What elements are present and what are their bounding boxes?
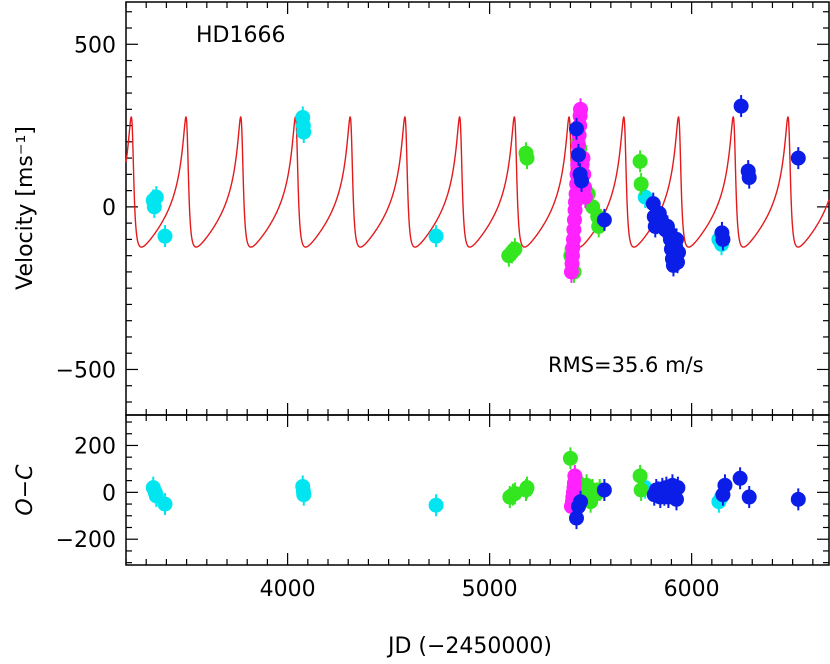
- velocity-point: [671, 244, 687, 260]
- residuals-axis-label: O−C: [13, 464, 38, 516]
- residuals-panel-frame: [125, 414, 830, 566]
- residuals-y-tick-labels: 200 0 −200: [56, 434, 116, 553]
- rms-label: RMS=35.6 m/s: [548, 353, 704, 377]
- velocity-point: [571, 147, 587, 163]
- velocity-axis-label: Velocity [ms⁻¹]: [13, 126, 38, 290]
- velocity-point: [519, 150, 535, 166]
- velocity-point: [148, 189, 164, 205]
- velocity-ticks: [125, 2, 829, 415]
- star-label: HD1666: [196, 23, 285, 48]
- residual-point: [296, 487, 312, 503]
- velocity-point: [733, 98, 749, 114]
- velocity-y-tick-label: 500: [74, 33, 116, 58]
- residual-point: [428, 497, 444, 513]
- residual-point: [668, 491, 684, 507]
- velocity-point: [632, 153, 648, 169]
- velocity-y-tick-label: 0: [102, 196, 116, 221]
- velocity-point: [507, 241, 523, 257]
- residuals-ticks: [125, 415, 829, 565]
- velocity-point: [428, 228, 444, 244]
- residuals-y-tick-label: 0: [102, 481, 116, 506]
- velocity-point: [790, 150, 806, 166]
- residual-point: [717, 477, 733, 493]
- x-tick-label: 6000: [664, 577, 720, 602]
- velocity-point: [596, 212, 612, 228]
- residual-point: [567, 468, 583, 484]
- residual-point: [633, 482, 649, 498]
- velocity-y-tick-labels: 500 0 −500: [56, 33, 116, 383]
- residual-point: [519, 480, 535, 496]
- residual-point: [790, 491, 806, 507]
- velocity-point: [668, 231, 684, 247]
- x-tick-label: 4000: [260, 577, 316, 602]
- velocity-point: [157, 228, 173, 244]
- velocity-y-tick-label: −500: [56, 358, 116, 383]
- residual-points: [145, 447, 806, 530]
- residuals-panel: 200 0 −200 4000 5000 6000 O−C JD (−2450000): [13, 414, 830, 659]
- residual-point: [596, 482, 612, 498]
- residuals-y-tick-label: 200: [74, 434, 116, 459]
- residual-point: [573, 494, 589, 510]
- velocity-panel-frame: [125, 1, 830, 416]
- residual-point: [632, 468, 648, 484]
- residual-point: [732, 470, 748, 486]
- velocity-point: [741, 170, 757, 186]
- residual-point: [562, 450, 578, 466]
- residual-point: [741, 489, 757, 505]
- velocity-panel: 500 0 −500 HD1666 RMS=35.6 m/s Velocity [m…: [13, 1, 830, 416]
- velocity-point: [568, 121, 584, 137]
- residual-point: [568, 510, 584, 526]
- velocity-point: [633, 176, 649, 192]
- model-curve: [125, 116, 830, 248]
- residual-point: [670, 480, 686, 496]
- velocity-point: [296, 124, 312, 140]
- x-tick-label: 5000: [462, 577, 518, 602]
- x-tick-labels: 4000 5000 6000: [260, 577, 720, 602]
- velocity-points: [145, 95, 806, 283]
- velocity-point: [715, 231, 731, 247]
- velocity-point: [574, 173, 590, 189]
- residual-point: [157, 496, 173, 512]
- x-axis-label: JD (−2450000): [386, 634, 552, 659]
- velocity-point: [577, 189, 593, 205]
- residuals-y-tick-label: −200: [56, 528, 116, 553]
- velocity-point: [573, 101, 589, 117]
